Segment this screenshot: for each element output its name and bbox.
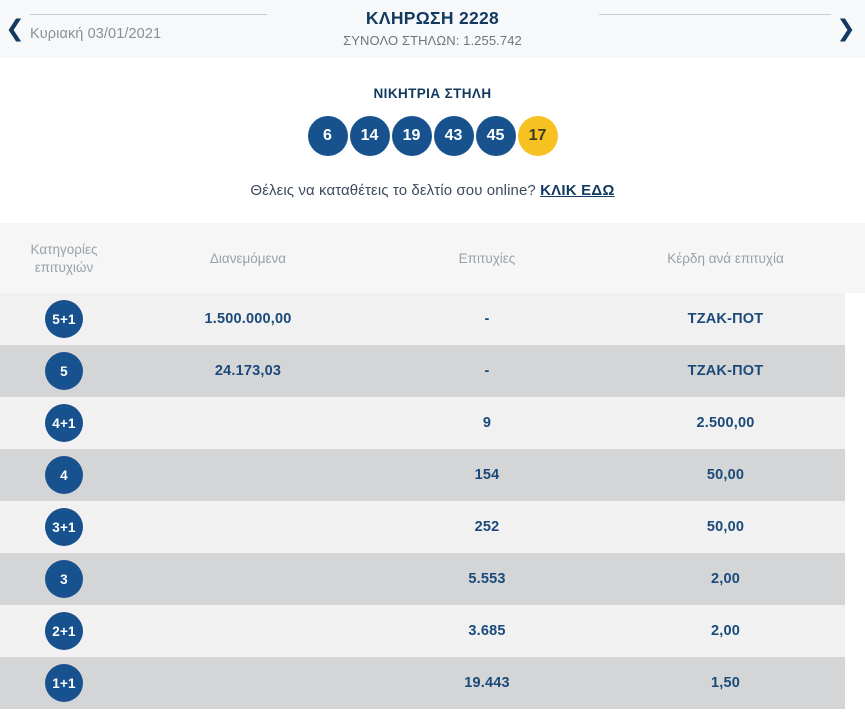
online-promo-text: Θέλεις να καταθέτεις το δελτίο σου onlin…: [0, 182, 865, 199]
table-row: 2+1 3.685 2,00: [0, 605, 865, 657]
cell-spacer: [845, 657, 865, 709]
cell-spacer: [845, 553, 865, 605]
cell-per-winner: 2.500,00: [606, 397, 845, 449]
draw-title: ΚΛΗΡΩΣΗ 2228: [365, 8, 500, 28]
cell-winners: 5.553: [368, 553, 606, 605]
cell-distributed: [128, 397, 368, 449]
cell-distributed: [128, 553, 368, 605]
cell-spacer: [845, 501, 865, 553]
previous-draw-rule: [30, 14, 267, 15]
winning-number-ball: 45: [475, 116, 516, 156]
cell-per-winner: 50,00: [606, 449, 845, 501]
next-draw-icon[interactable]: ❯: [836, 16, 856, 42]
cell-per-winner: 2,00: [606, 605, 845, 657]
cell-spacer: [845, 605, 865, 657]
cell-category: 4: [0, 449, 128, 501]
cell-distributed: 24.173,03: [128, 345, 368, 397]
cell-spacer: [845, 449, 865, 501]
categories-header-line2: επιτυχιών: [34, 260, 94, 275]
cell-per-winner: ΤΖΑΚ-ΠΟΤ: [606, 293, 845, 345]
category-badge: 4+1: [45, 404, 83, 442]
bonus-number-ball: 17: [517, 116, 558, 156]
cell-distributed: [128, 501, 368, 553]
cell-spacer: [845, 345, 865, 397]
cell-category: 2+1: [0, 605, 128, 657]
previous-draw-block[interactable]: Κυριακή 03/01/2021: [30, 14, 267, 42]
table-body: 5+1 1.500.000,00- ΤΖΑΚ-ΠΟΤ 5 24.173,03- ΤΖΑΚ-…: [0, 293, 865, 709]
cell-winners: 19.443: [368, 657, 606, 709]
cell-winners: -: [368, 293, 606, 345]
column-header-distributed: Διανεμόμενα: [128, 223, 368, 293]
click-here-link[interactable]: ΚΛΙΚ ΕΔΩ: [540, 182, 615, 199]
table-row: 3+1 252 50,00: [0, 501, 865, 553]
category-badge: 1+1: [45, 664, 83, 702]
winning-number-ball: 43: [433, 116, 474, 156]
cell-distributed: [128, 657, 368, 709]
winning-column-section: ΝΙΚΗΤΡΙΑ ΣΤΗΛΗ 6 14 19 43 45 17 Θέλεις ν…: [0, 58, 865, 199]
column-header-winners: Επιτυχίες: [368, 223, 606, 293]
category-badge: 3: [45, 560, 83, 598]
cell-winners: 9: [368, 397, 606, 449]
current-draw-info: ΚΛΗΡΩΣΗ 2228 ΣΥΝΟΛΟ ΣΤΗΛΩΝ: 1.255.742: [0, 7, 865, 49]
cell-per-winner: 2,00: [606, 553, 845, 605]
previous-draw-icon[interactable]: ❮: [5, 16, 25, 42]
winning-numbers-list: 6 14 19 43 45 17: [0, 116, 865, 156]
category-badge: 2+1: [45, 612, 83, 650]
winning-number-ball: 19: [391, 116, 432, 156]
cell-category: 5+1: [0, 293, 128, 345]
table-header-row: Κατηγορίες επιτυχιών Διανεμόμενα Επιτυχί…: [0, 223, 865, 293]
column-header-spacer: [845, 223, 865, 293]
next-draw-rule: [599, 14, 831, 15]
table-row: 4+1 9 2.500,00: [0, 397, 865, 449]
table-row: 4 154 50,00: [0, 449, 865, 501]
table-row: 1+1 19.443 1,50: [0, 657, 865, 709]
table-row: 5+1 1.500.000,00- ΤΖΑΚ-ΠΟΤ: [0, 293, 865, 345]
cell-winners: 252: [368, 501, 606, 553]
winning-number-ball: 14: [349, 116, 390, 156]
cell-winners: 154: [368, 449, 606, 501]
cell-per-winner: 50,00: [606, 501, 845, 553]
category-badge: 5+1: [45, 300, 83, 338]
prize-breakdown-table: Κατηγορίες επιτυχιών Διανεμόμενα Επιτυχί…: [0, 223, 865, 709]
winning-column-heading: ΝΙΚΗΤΡΙΑ ΣΤΗΛΗ: [373, 86, 492, 101]
cell-distributed: 1.500.000,00: [128, 293, 368, 345]
promo-question: Θέλεις να καταθέτεις το δελτίο σου onlin…: [250, 182, 536, 199]
previous-draw-date: Κυριακή 03/01/2021: [30, 26, 162, 42]
cell-spacer: [845, 293, 865, 345]
next-draw-block[interactable]: [599, 14, 831, 26]
cell-category: 3+1: [0, 501, 128, 553]
cell-category: 1+1: [0, 657, 128, 709]
cell-distributed: [128, 449, 368, 501]
column-header-categories: Κατηγορίες επιτυχιών: [0, 223, 128, 293]
table-row: 3 5.553 2,00: [0, 553, 865, 605]
cell-category: 3: [0, 553, 128, 605]
cell-per-winner: ΤΖΑΚ-ΠΟΤ: [606, 345, 845, 397]
table-row: 5 24.173,03- ΤΖΑΚ-ΠΟΤ: [0, 345, 865, 397]
category-badge: 4: [45, 456, 83, 494]
cell-per-winner: 1,50: [606, 657, 845, 709]
cell-category: 4+1: [0, 397, 128, 449]
cell-winners: -: [368, 345, 606, 397]
cell-distributed: [128, 605, 368, 657]
cell-category: 5: [0, 345, 128, 397]
draw-total-columns: ΣΥΝΟΛΟ ΣΤΗΛΩΝ: 1.255.742: [343, 33, 522, 48]
draw-navigation-bar: ❮ Κυριακή 03/01/2021 ΚΛΗΡΩΣΗ 2228 ΣΥΝΟΛΟ…: [0, 0, 865, 58]
winning-number-ball: 6: [307, 116, 348, 156]
category-badge: 5: [45, 352, 83, 390]
column-header-per-winner: Κέρδη ανά επιτυχία: [606, 223, 845, 293]
categories-header-line1: Κατηγορίες: [30, 242, 98, 257]
table-header: Κατηγορίες επιτυχιών Διανεμόμενα Επιτυχί…: [0, 223, 865, 293]
cell-winners: 3.685: [368, 605, 606, 657]
category-badge: 3+1: [45, 508, 83, 546]
cell-spacer: [845, 397, 865, 449]
